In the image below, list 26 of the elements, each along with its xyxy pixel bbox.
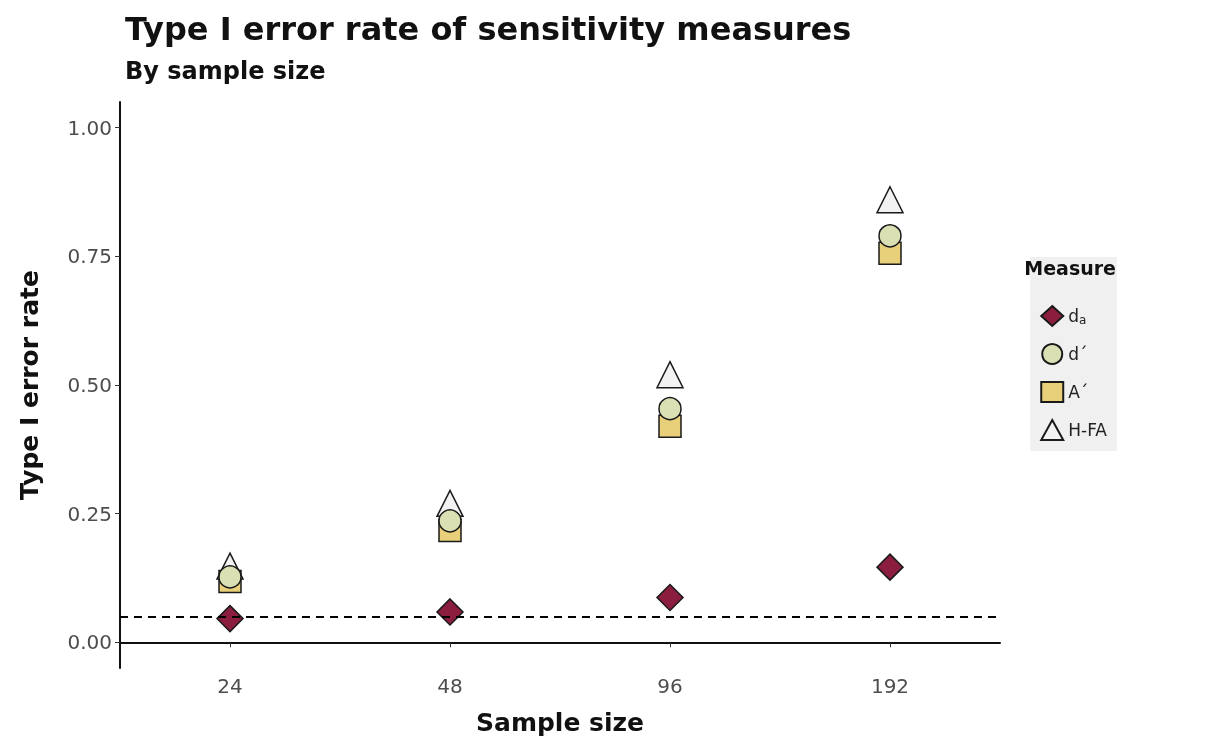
point [216,604,244,633]
point [656,360,684,389]
y-tick-label: 1.00 [67,115,112,140]
legend-title: Measure [1024,256,1117,279]
y-tick-label: 0.25 [67,501,112,526]
legend-label: d´ [1068,344,1088,364]
chart-title: Type I error rate of sensitivity measures [125,10,852,48]
point [878,224,902,248]
point [436,598,464,626]
x-tick-label: 24 [217,674,243,698]
x-tick-label: 96 [657,674,683,698]
y-tick-label: 0.00 [67,630,112,655]
point [656,583,684,612]
point [876,553,904,581]
y-tick-label: 0.50 [67,373,112,397]
x-tick-label: 192 [870,674,910,698]
point [438,509,462,533]
chart-subtitle: By sample size [125,57,326,85]
x-axis-title: Sample size [475,708,645,737]
y-tick-label: 0.75 [67,244,112,269]
legend-label: A´ [1068,382,1089,402]
x-tick-label: 48 [437,674,463,698]
legend-label: H-FA [1068,420,1108,440]
y-axis-title: Type I error rate [15,270,44,500]
point [876,186,904,214]
point [658,396,682,421]
